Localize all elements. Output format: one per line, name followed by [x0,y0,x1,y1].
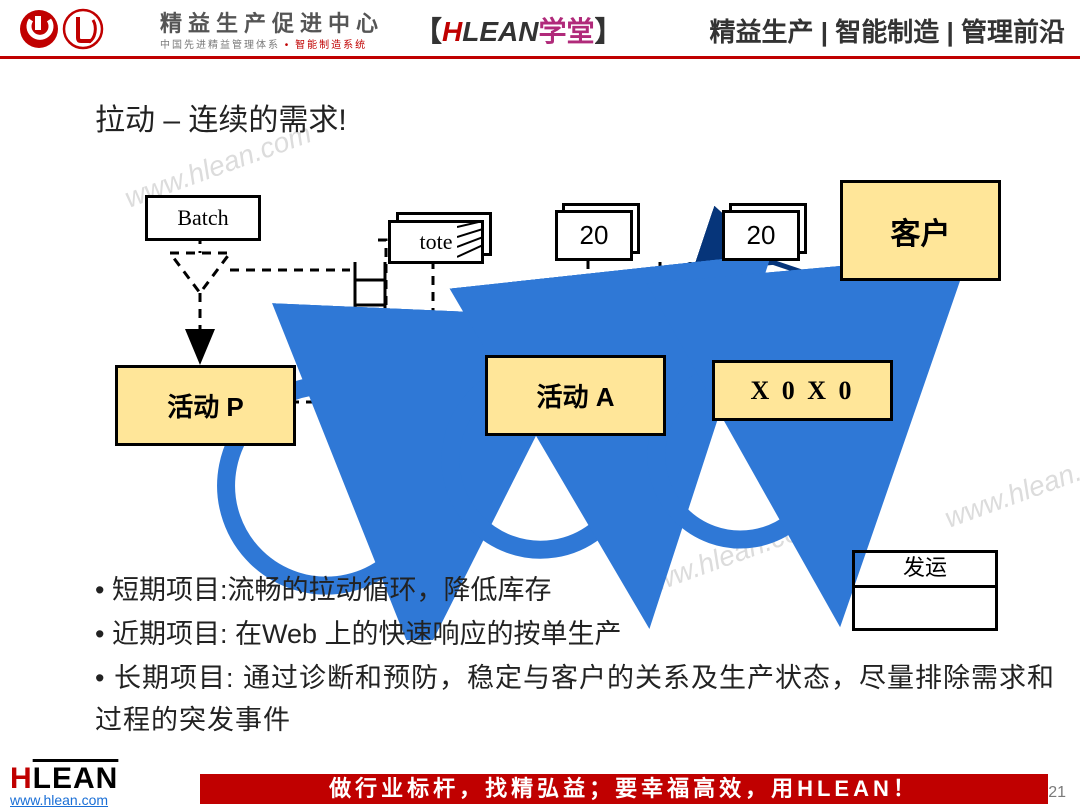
footer-slogan: 做行业标杆，找精弘益；要幸福高效，用HLEAN！ [200,774,1048,804]
node-activity-a: 活动 A [485,355,666,436]
org-sub-dot: • [285,40,291,51]
node-batch: Batch [145,195,261,241]
logo-icon [18,8,148,50]
footer-logo: HLEAN [10,762,118,796]
bullet-2: • 近期项目: 在Web 上的快速响应的按单生产 [95,614,1055,656]
org-subtitle: 中国先进精益管理体系 • 智能制造系统 [160,36,384,51]
brand-bracket: 【HLEAN学堂】 [414,10,623,50]
brand-lean: LEAN [462,16,538,47]
bracket-close: 】 [595,16,623,47]
org-title: 精益生产促进中心 [160,6,384,38]
slide-title: 拉动 – 连续的需求! [95,95,347,139]
footer-logo-h: H [10,762,33,795]
node-activity-p: 活动 P [115,365,296,446]
header: 精益生产促进中心 中国先进精益管理体系 • 智能制造系统 【HLEAN学堂】 精… [0,0,1080,59]
bullet-3: • 长期项目: 通过诊断和预防，稳定与客户的关系及生产状态，尽量排除需求和过程的… [95,658,1055,742]
page-number: 21 [1048,784,1066,802]
footer-url[interactable]: www.hlean.com [10,792,108,808]
tote-label: tote [420,229,453,255]
node-customer: 客户 [840,180,1001,281]
node-tote: tote [388,220,484,264]
brand-cn: 学堂 [538,16,594,47]
bullet-1: • 短期项目:流畅的拉动循环，降低库存 [95,570,1055,612]
brand-h: H [442,16,462,47]
org-sub-right: 智能制造系统 [295,40,367,51]
bullet-list: • 短期项目:流畅的拉动循环，降低库存 • 近期项目: 在Web 上的快速响应的… [95,570,1055,743]
node-card2: 20 [722,210,800,261]
footer-logo-lean: LEAN [33,762,119,795]
node-x0x0: X 0 X 0 [712,360,893,421]
bracket-open: 【 [414,16,442,47]
flow-diagram: Batch tote 20 20 活动 P 活动 A X 0 X 0 客户 发运 [100,180,980,570]
header-topics: 精益生产 | 智能制造 | 管理前沿 [710,12,1065,49]
org-block: 精益生产促进中心 中国先进精益管理体系 • 智能制造系统 [160,6,384,51]
hatch-icon [457,221,483,263]
slide: www.hlean.com www.hlean.com www.hlean.co… [0,0,1080,810]
node-card1: 20 [555,210,633,261]
org-sub-left: 中国先进精益管理体系 [160,40,280,51]
